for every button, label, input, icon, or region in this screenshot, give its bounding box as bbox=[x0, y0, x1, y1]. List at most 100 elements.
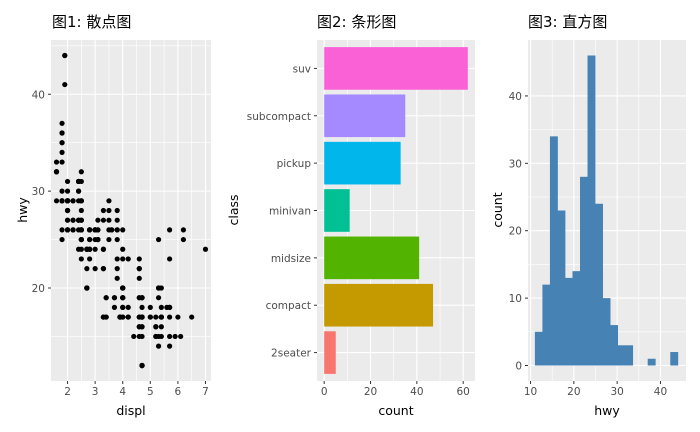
histogram-y-tick-label: 10 bbox=[509, 293, 522, 305]
scatter-point bbox=[114, 256, 120, 262]
bar-category-label: 2seater bbox=[271, 348, 312, 360]
scatter-point bbox=[167, 227, 173, 233]
scatter-y-tick-label: 20 bbox=[32, 283, 45, 295]
bar-category-label: minivan bbox=[269, 206, 311, 218]
scatter-point bbox=[87, 256, 93, 262]
scatter-point bbox=[109, 227, 115, 233]
scatter-point bbox=[125, 256, 131, 262]
scatter-point bbox=[136, 295, 142, 301]
scatter-point bbox=[139, 333, 145, 340]
bar-panel: 图2: 条形图 0 20 40 60 2seater compact midsize mini… bbox=[226, 13, 475, 418]
scatter-point bbox=[136, 266, 142, 272]
bar-category-label: suv bbox=[293, 63, 311, 75]
scatter-point bbox=[87, 236, 93, 243]
scatter-point bbox=[64, 217, 71, 223]
histogram-bar bbox=[549, 136, 558, 366]
scatter-point bbox=[136, 275, 142, 281]
bar-x-label: count bbox=[378, 403, 413, 418]
scatter-point bbox=[114, 217, 120, 223]
scatter-point bbox=[136, 256, 142, 262]
scatter-point bbox=[153, 333, 159, 340]
scatter-points bbox=[53, 52, 209, 369]
bar-x-tick-label: 40 bbox=[410, 386, 423, 398]
scatter-point bbox=[167, 343, 173, 349]
scatter-point bbox=[136, 324, 142, 330]
scatter-point bbox=[106, 217, 112, 223]
bar-y-label: class bbox=[226, 194, 241, 225]
scatter-point bbox=[62, 81, 68, 88]
scatter-point bbox=[87, 227, 93, 233]
histogram-axes: 10 20 30 40 0 10 20 30 40 bbox=[509, 91, 668, 398]
scatter-point bbox=[155, 236, 162, 243]
scatter-point bbox=[64, 198, 71, 204]
scatter-point bbox=[114, 227, 120, 233]
scatter-point bbox=[62, 52, 68, 59]
histogram-bar bbox=[587, 55, 596, 366]
histogram-bar bbox=[534, 331, 543, 366]
scatter-point bbox=[131, 333, 137, 340]
histogram-x-tick-label: 20 bbox=[567, 386, 580, 398]
histogram-panel: 图3: 直方图 10 20 30 40 0 10 20 30 40 hwy count bbox=[490, 13, 686, 418]
scatter-point bbox=[120, 227, 126, 233]
bar-suv bbox=[324, 47, 468, 90]
scatter-point bbox=[64, 178, 71, 185]
scatter-point bbox=[147, 304, 153, 310]
scatter-x-label: displ bbox=[116, 403, 145, 418]
scatter-point bbox=[139, 314, 145, 320]
scatter-point bbox=[64, 227, 71, 233]
scatter-point bbox=[158, 304, 164, 310]
bar-2seater bbox=[324, 331, 336, 374]
histogram-x-tick-label: 10 bbox=[524, 386, 537, 398]
scatter-point bbox=[111, 295, 118, 301]
scatter-point bbox=[111, 304, 118, 310]
bar-category-label: subcompact bbox=[247, 111, 311, 123]
scatter-point bbox=[59, 236, 65, 243]
bar-x-tick-label: 60 bbox=[456, 386, 469, 398]
scatter-point bbox=[59, 188, 65, 194]
scatter-point bbox=[100, 207, 107, 214]
scatter-point bbox=[53, 159, 60, 165]
scatter-point bbox=[155, 295, 162, 301]
scatter-point bbox=[167, 314, 173, 320]
scatter-point bbox=[75, 178, 82, 185]
scatter-point bbox=[172, 333, 178, 340]
scatter-point bbox=[180, 227, 187, 233]
bar-pickup bbox=[324, 141, 401, 185]
histogram-x-tick-label: 40 bbox=[654, 386, 667, 398]
scatter-point bbox=[125, 304, 131, 310]
scatter-point bbox=[59, 227, 65, 233]
scatter-point bbox=[59, 130, 65, 136]
scatter-point bbox=[95, 217, 101, 223]
histogram-bar bbox=[625, 345, 634, 366]
bar-category-label: compact bbox=[266, 300, 311, 312]
bar-midsize bbox=[324, 236, 420, 280]
histogram-bar bbox=[572, 271, 581, 366]
scatter-point bbox=[106, 207, 112, 214]
scatter-point bbox=[167, 256, 173, 262]
histogram-y-tick-label: 40 bbox=[509, 91, 522, 103]
scatter-x-tick-label: 7 bbox=[202, 386, 209, 398]
scatter-point bbox=[92, 236, 98, 243]
scatter-x-tick-label: 6 bbox=[175, 386, 182, 398]
scatter-point bbox=[120, 295, 126, 301]
histogram-bar bbox=[602, 298, 611, 366]
scatter-point bbox=[114, 275, 120, 281]
scatter-point bbox=[78, 236, 84, 243]
histogram-bar bbox=[542, 284, 551, 366]
scatter-plot-background bbox=[51, 40, 211, 381]
scatter-point bbox=[153, 324, 159, 330]
scatter-point bbox=[84, 266, 90, 272]
scatter-point bbox=[106, 198, 112, 204]
scatter-point bbox=[59, 149, 65, 155]
histogram-bar bbox=[670, 352, 679, 366]
histogram-bars bbox=[534, 55, 679, 366]
scatter-point bbox=[59, 159, 65, 165]
scatter-gridlines bbox=[51, 40, 211, 381]
scatter-point bbox=[53, 198, 60, 204]
scatter-point bbox=[70, 217, 76, 223]
scatter-point bbox=[175, 314, 181, 320]
scatter-point bbox=[75, 188, 82, 194]
scatter-point bbox=[114, 266, 120, 272]
scatter-point bbox=[167, 304, 173, 310]
